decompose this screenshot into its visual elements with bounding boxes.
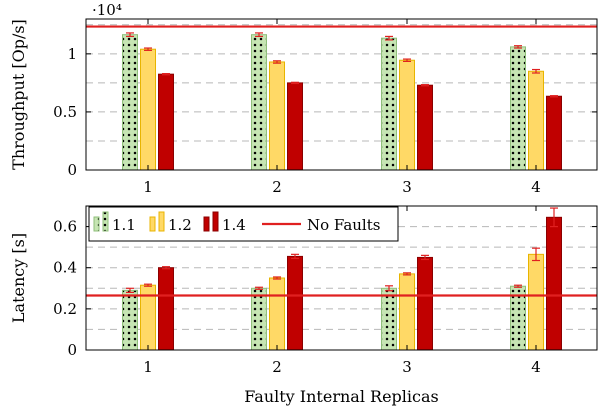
- scale-multiplier: ·10⁴: [92, 1, 122, 19]
- legend-label: No Faults: [307, 216, 380, 234]
- legend-swatch: [102, 211, 109, 232]
- y-tick-label: 0.6: [53, 218, 77, 236]
- plot-frame: [85, 205, 598, 351]
- legend: 1.1 1.2 1.4 No Faults: [88, 206, 399, 242]
- latency-panel: 0 0.2 0.4 0.6 1 2 3 4 Latency [s] Faulty Internal…: [9, 205, 598, 406]
- x-tick-label: 4: [531, 178, 541, 196]
- legend-swatch: [212, 211, 219, 232]
- bar-1-4: [158, 73, 174, 171]
- bar-1-1: [251, 34, 267, 171]
- y-axis-label: Latency [s]: [9, 233, 28, 323]
- x-tick-label: 1: [143, 358, 153, 376]
- bar-1-2: [399, 59, 415, 171]
- y-tick-label: 0: [67, 341, 77, 359]
- bar-1-2: [269, 61, 285, 171]
- bar-1-1: [381, 287, 397, 351]
- bar-1-4: [158, 267, 174, 351]
- bar-1-4: [546, 216, 562, 351]
- bar-1-1: [122, 34, 138, 171]
- plot-frame: [85, 18, 598, 171]
- bar-1-2: [140, 48, 156, 171]
- legend-label: 1.2: [168, 216, 192, 234]
- x-tick-label: 2: [272, 178, 282, 196]
- bar-1-2: [528, 253, 544, 351]
- x-tick-label: 3: [402, 178, 412, 196]
- legend-label: 1.1: [112, 216, 136, 234]
- y-tick-label: 0: [67, 161, 77, 179]
- y-tick-label: 1: [67, 45, 77, 63]
- x-tick-label: 3: [402, 358, 412, 376]
- y-tick-label: 0.2: [53, 300, 77, 318]
- legend-label: 1.4: [222, 216, 246, 234]
- y-axis-label: Throughput [Op/s]: [9, 19, 28, 170]
- bar-1-1: [510, 46, 526, 171]
- x-axis-label: Faulty Internal Replicas: [244, 387, 438, 406]
- bar-1-1: [122, 289, 138, 351]
- throughput-panel: 0 0.5 1 1 2 3 4 Throughput [Op/s] ·10⁴: [9, 1, 598, 196]
- legend-swatch: [93, 216, 100, 232]
- legend-swatch: [149, 216, 156, 232]
- bar-1-4: [287, 255, 303, 351]
- bar-1-1: [251, 287, 267, 351]
- legend-swatch: [203, 216, 210, 232]
- legend-swatch: [158, 211, 165, 232]
- bar-1-2: [399, 273, 415, 351]
- bar-1-4: [417, 84, 433, 171]
- bar-1-1: [381, 37, 397, 171]
- bar-1-2: [269, 277, 285, 351]
- bar-1-4: [287, 82, 303, 171]
- bar-1-4: [546, 95, 562, 171]
- x-tick-label: 4: [531, 358, 541, 376]
- legend-box: [88, 206, 399, 242]
- y-tick-label: 0.5: [53, 103, 77, 121]
- bar-1-4: [417, 256, 433, 351]
- x-tick-label: 1: [143, 178, 153, 196]
- bar-1-2: [528, 70, 544, 171]
- y-tick-label: 0.4: [53, 259, 77, 277]
- x-tick-label: 2: [272, 358, 282, 376]
